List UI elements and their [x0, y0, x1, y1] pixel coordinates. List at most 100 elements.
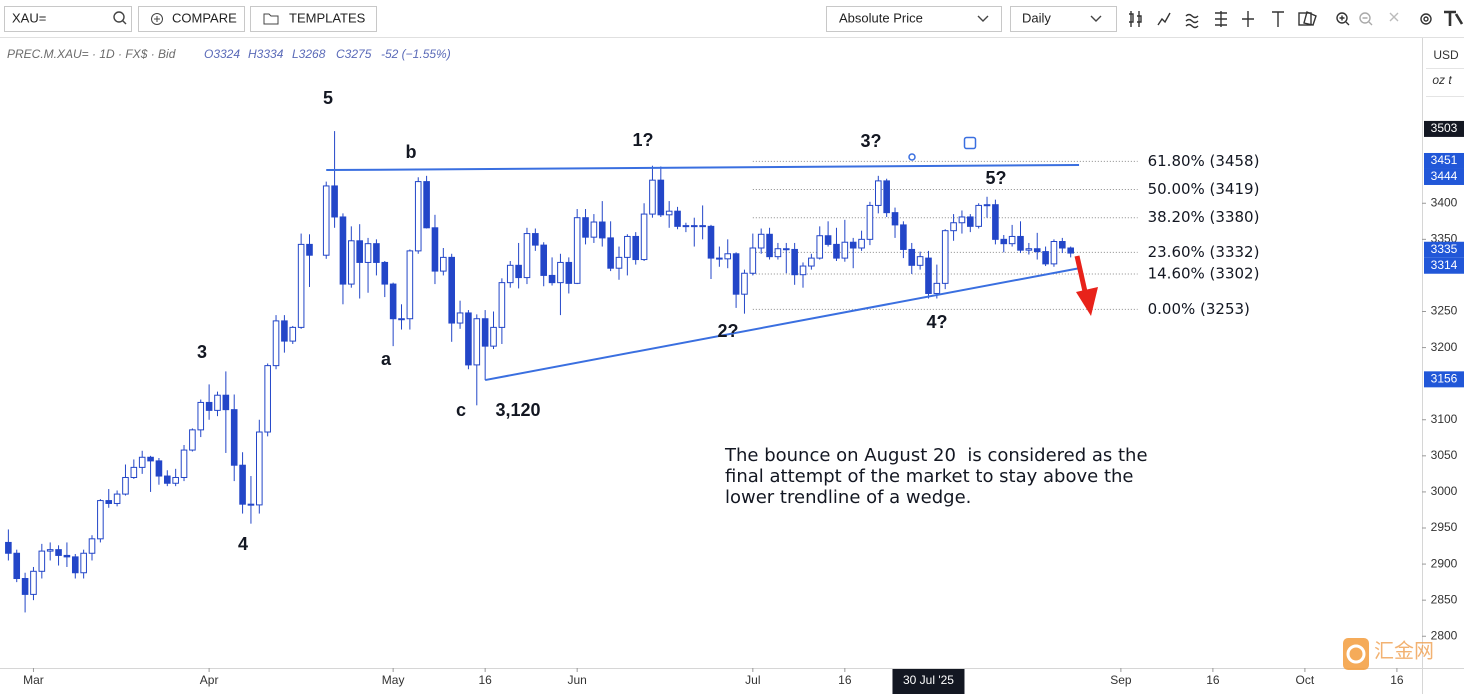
price-label-box [1424, 241, 1464, 258]
candle-body [808, 257, 815, 267]
candle-body [992, 204, 999, 240]
wave-tool[interactable] [1185, 13, 1199, 29]
candle-body [122, 476, 129, 495]
price-label-box [1424, 371, 1464, 388]
candle-body [799, 265, 807, 276]
fib-label: 0.00% (3253) [1148, 300, 1250, 318]
candle-body [414, 181, 422, 252]
candle-body [71, 556, 79, 574]
fib-tool[interactable] [1215, 11, 1227, 27]
candle-body [214, 394, 221, 411]
candle-body [766, 233, 773, 258]
price-label: 3444 [1431, 169, 1458, 183]
candle-body [423, 181, 430, 229]
candle-body [155, 460, 163, 477]
wave-label: 2? [717, 321, 738, 341]
templates-button[interactable]: TEMPLATES [250, 6, 377, 32]
y-tick-label: 2800 [1431, 628, 1458, 642]
shape-tool[interactable] [1303, 11, 1317, 26]
candle-body [1000, 238, 1008, 245]
zoom-in[interactable] [1339, 15, 1350, 26]
candle-body [598, 221, 606, 239]
candle-body [565, 261, 573, 284]
candle-body [373, 243, 380, 263]
candle-body [256, 431, 263, 506]
watermark-logo [1346, 644, 1366, 664]
candle-body [548, 274, 556, 284]
candle-body [950, 222, 957, 232]
x-tick-label: 16 [478, 673, 492, 687]
legend-symbol: PREC.M.XAU= · 1D · FX$ · Bid [7, 47, 176, 61]
compare-icon [154, 16, 160, 22]
candle-body [331, 185, 338, 218]
candle-body [690, 225, 698, 228]
chevron [977, 15, 989, 22]
rect-tool[interactable] [1298, 12, 1312, 26]
templates-label: TEMPLATES [289, 10, 366, 25]
wave-label: b [406, 142, 417, 162]
handle[interactable] [908, 153, 916, 161]
y-tick-label: 2950 [1431, 520, 1458, 534]
price-mode-dropdown[interactable]: Absolute Price [826, 6, 1002, 32]
candle-body [473, 318, 481, 366]
candle-body [632, 235, 640, 261]
symbol-search[interactable]: XAU= [4, 6, 132, 32]
note-line: final attempt of the market to stay abov… [725, 466, 1133, 487]
x-tick-label: Apr [200, 673, 219, 687]
candle-body [925, 257, 932, 294]
search-icon [122, 20, 127, 25]
reset-tool[interactable] [1389, 12, 1399, 22]
zoom-out[interactable] [1362, 17, 1373, 26]
dropdown-box[interactable] [826, 6, 1002, 32]
unit-label: oz t [1432, 73, 1452, 87]
candle-body [858, 238, 865, 249]
fib-label: 23.60% (3332) [1148, 243, 1260, 261]
candle-body [30, 570, 37, 595]
zoom-in[interactable] [1336, 12, 1348, 24]
price-label: 3451 [1431, 153, 1458, 167]
candles-tool[interactable] [1129, 11, 1142, 27]
chevron [1090, 15, 1102, 22]
candle-body [741, 272, 748, 295]
search-box[interactable] [4, 6, 132, 32]
text-tool[interactable] [1272, 11, 1284, 27]
candle-body [163, 475, 171, 484]
candle-body [624, 235, 631, 258]
x-tick-label: May [382, 673, 405, 687]
handle[interactable] [963, 136, 977, 150]
candle-body [297, 243, 305, 328]
candle-body [88, 538, 96, 554]
settings[interactable] [1420, 13, 1432, 25]
candle-body [356, 240, 363, 263]
hline-tool[interactable] [1242, 11, 1254, 27]
candle-body [381, 261, 389, 285]
interval-dropdown[interactable]: Daily [1010, 6, 1117, 32]
candle-body [348, 240, 355, 285]
candle-body [665, 210, 673, 216]
arrow-shaft [1074, 255, 1089, 297]
line-tool[interactable] [1157, 12, 1171, 26]
candle-body [540, 244, 548, 276]
candle-body [498, 282, 506, 328]
legend-open: O3324 [204, 47, 240, 61]
candle-body [431, 227, 439, 272]
candle-body [281, 320, 288, 342]
price-mode-label: Absolute Price [839, 10, 923, 25]
candle-body [1042, 251, 1049, 265]
settings[interactable] [1423, 16, 1429, 22]
crosshair-box [892, 669, 965, 694]
compare-button[interactable]: COMPARE [138, 6, 245, 32]
legend-high: H3334 [248, 47, 284, 61]
currency-label: USD [1433, 48, 1459, 62]
wave-label: 1? [632, 130, 653, 150]
candle-body [774, 248, 782, 258]
candle-body [791, 248, 798, 276]
templates-box[interactable] [250, 6, 377, 32]
candle-body [900, 224, 907, 250]
candle-body [180, 449, 188, 478]
candle-body [272, 320, 280, 367]
y-tick-label: 3000 [1431, 484, 1458, 498]
zoom-out[interactable] [1359, 12, 1371, 24]
candle-body [532, 233, 539, 246]
